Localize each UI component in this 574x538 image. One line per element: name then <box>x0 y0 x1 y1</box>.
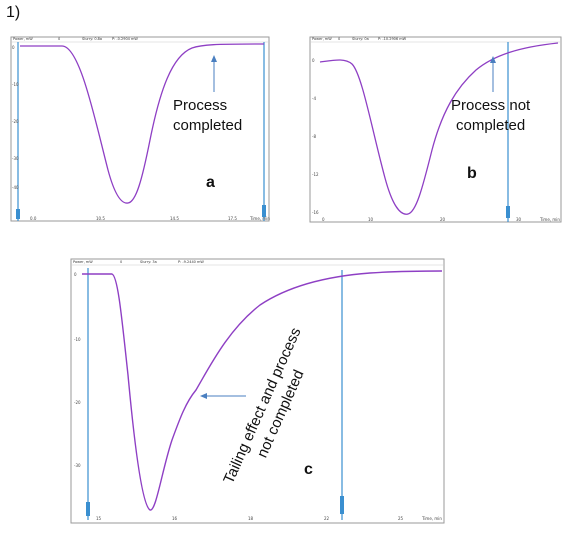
panel-c-ytick-1: -10 <box>74 337 81 342</box>
panel-c-arrowhead <box>200 393 207 399</box>
panel-c-xtick-2: 18 <box>248 516 254 521</box>
panel-c-ytick-2: -20 <box>74 400 81 405</box>
panel-c-header-2: Slurry: 3a <box>140 260 157 264</box>
panel-a-xtick-3: 17.5 <box>228 216 237 221</box>
panel-c-header-3: P: -9.2440 mW <box>178 260 204 264</box>
panel-b-xtick-0: 0 <box>322 217 325 222</box>
panel-b-ytick-0: 0 <box>312 58 315 63</box>
panel-c-xtick-3: 22 <box>324 516 330 521</box>
panel-a-xtick-0: 0.0 <box>30 216 37 221</box>
panel-b-xtick-4: Time, min <box>539 217 560 222</box>
panel-b-annotation-line-2: completed <box>456 117 526 134</box>
panel-a-annotation-line-1: Process <box>173 97 228 114</box>
panel-b-xtick-1: 10 <box>368 217 374 222</box>
panel-b-curve <box>319 42 559 215</box>
panel-a-header-2: Slurry: 0.8a <box>82 37 102 41</box>
panel-a-ytick-2: -20 <box>12 119 19 124</box>
panel-b-ytick-2: -8 <box>312 134 316 139</box>
panel-a-frame <box>10 36 270 222</box>
panel-a-ytick-4: -40 <box>12 185 19 190</box>
panel-a-end-tab <box>262 205 266 217</box>
panel-a-xtick-1: 10.5 <box>96 216 105 221</box>
panel-a-header-0: Power, mW <box>13 37 33 41</box>
panel-c-start-tab <box>86 502 90 516</box>
panel-b-ytick-4: -16 <box>312 210 319 215</box>
panel-a-xtick-2: 14.5 <box>170 216 179 221</box>
panel-c-xtick-1: 16 <box>172 516 178 521</box>
panel-b-annotation: Process not completed <box>451 96 530 136</box>
panel-c-label: c <box>304 461 313 478</box>
panel-a-curve <box>20 43 265 204</box>
panel-a-label: a <box>206 174 215 191</box>
panel-a-arrowhead <box>211 55 217 62</box>
panel-c-xtick-0: 15 <box>96 516 102 521</box>
panel-c: Power, mW 0 Slurry: 3a P: -9.2440 mW 0 -… <box>70 258 445 524</box>
panel-c-xtick-5: Time, min <box>421 516 442 521</box>
panel-b-ytick-1: -4 <box>312 96 316 101</box>
panel-a-ytick-0: 0 <box>12 45 15 50</box>
panel-a-annotation: Process completed <box>173 96 242 136</box>
panel-a-ytick-3: -30 <box>12 156 19 161</box>
panel-c-curve <box>82 270 443 511</box>
panel-c-header-0: Power, mW <box>73 260 93 264</box>
panel-b: Power, mW 0 Slurry: 0a P: -10.2906 mW 0 … <box>309 36 562 223</box>
panel-b-header-2: Slurry: 0a <box>352 37 369 41</box>
panel-b-frame <box>309 36 562 223</box>
panel-b-annotation-line-1: Process not <box>451 97 531 114</box>
panel-a-xtick-4: Time, min <box>249 216 270 221</box>
panel-a-header-1: 0 <box>58 37 60 41</box>
panel-c-ytick-3: -30 <box>74 463 81 468</box>
panel-a: Power, mW 0 Slurry: 0.8a P: -0.2904 mW 0… <box>10 36 270 222</box>
panel-b-ytick-3: -12 <box>312 172 319 177</box>
panel-c-header-1: 0 <box>120 260 122 264</box>
panel-b-header-1: 0 <box>338 37 340 41</box>
panel-c-frame <box>70 258 445 524</box>
panel-a-annotation-line-2: completed <box>173 117 243 134</box>
panel-b-xtick-2: 20 <box>440 217 446 222</box>
figure-number: 1) <box>6 4 21 21</box>
panel-b-header-3: P: -10.2906 mW <box>378 37 407 41</box>
panel-c-ytick-0: 0 <box>74 272 77 277</box>
panel-a-start-tab <box>16 209 20 219</box>
panel-b-header-0: Power, mW <box>312 37 332 41</box>
panel-a-ytick-1: -10 <box>12 82 19 87</box>
panel-b-end-tab <box>506 206 510 218</box>
panel-c-end-tab <box>340 496 344 514</box>
panel-b-arrowhead <box>490 56 496 63</box>
panel-c-xtick-4: 25 <box>398 516 404 521</box>
panel-b-label: b <box>467 165 477 182</box>
panel-b-xtick-3: 30 <box>516 217 522 222</box>
panel-a-header-3: P: -0.2904 mW <box>112 37 138 41</box>
